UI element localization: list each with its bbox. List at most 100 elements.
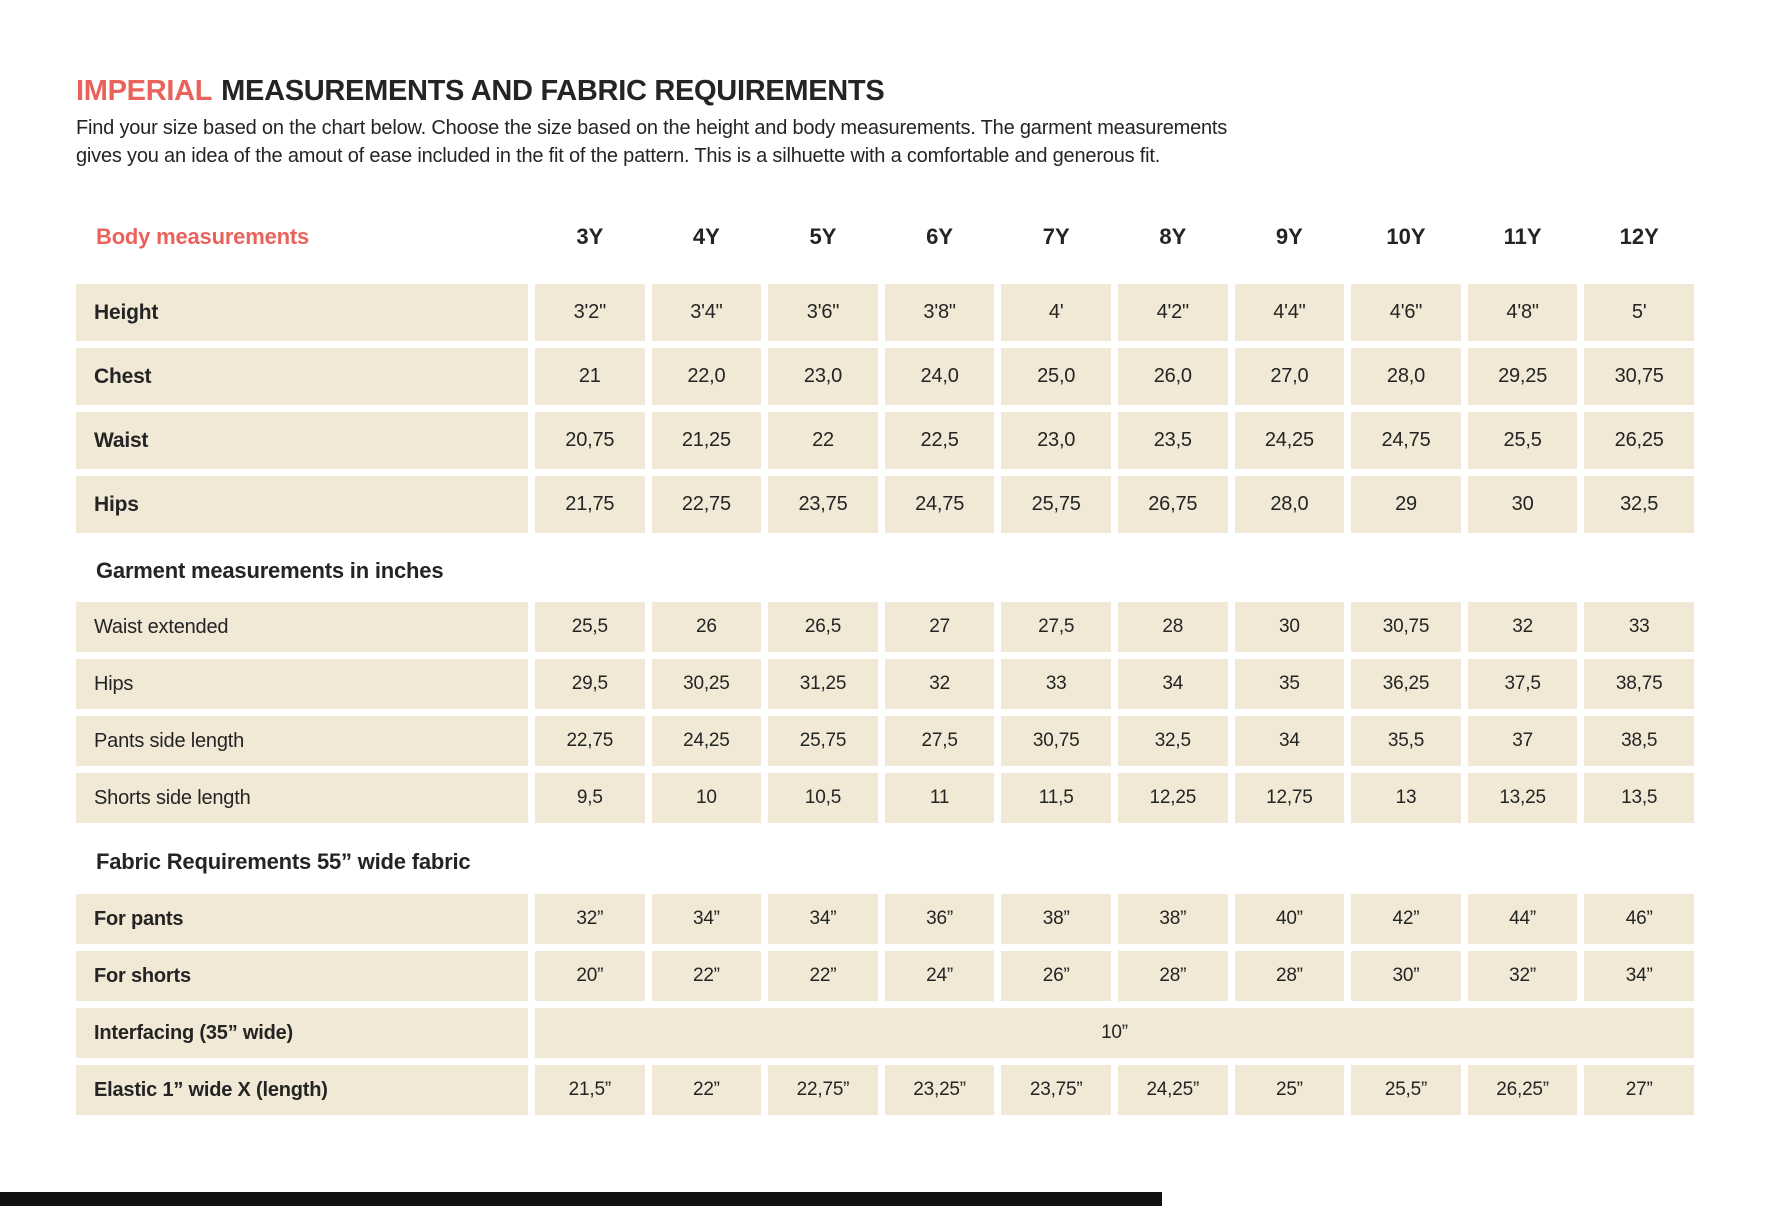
value-cell: 34 [1234, 716, 1345, 766]
value-cell: 28,0 [1234, 476, 1345, 533]
value-cell: 3'6" [768, 284, 878, 341]
table-row: For pants 32” 34” 34” 36” 38” 38” 40” 42” 44” 46” [76, 894, 1694, 944]
value-cell: 27 [884, 602, 995, 652]
table-row: Chest 21 22,0 23,0 24,0 25,0 26,0 27,0 28,0 29,25… [76, 348, 1694, 405]
value-cell: 38,75 [1584, 659, 1694, 709]
value-cell: 4'8" [1467, 284, 1578, 341]
value-cell: 32” [1467, 951, 1578, 1001]
value-cell: 22,0 [651, 348, 762, 405]
table-row: Waist 20,75 21,25 22 22,5 23,0 23,5 24,25 24,75 2… [76, 412, 1694, 469]
value-cell: 24,25 [1234, 412, 1345, 469]
table-row: Hips 29,5 30,25 31,25 32 33 34 35 36,25 37,5 38,75 [76, 659, 1694, 709]
value-cell: 36” [884, 894, 995, 944]
table-row: Hips 21,75 22,75 23,75 24,75 25,75 26,75 28,0 29… [76, 476, 1694, 533]
page-title: IMPERIAL MEASUREMENTS AND FABRIC REQUIREM… [76, 74, 1694, 108]
value-cell: 10 [651, 773, 762, 823]
value-cell: 28,0 [1351, 348, 1461, 405]
value-cell: 20,75 [535, 412, 645, 469]
row-label-cell: Hips [76, 659, 528, 709]
value-cell: 37 [1467, 716, 1578, 766]
row-label-cell: Waist [76, 412, 528, 469]
value-cell: 23,5 [1117, 412, 1228, 469]
span-value-cell: 10” [535, 1008, 1694, 1058]
page-title-rest: MEASUREMENTS AND FABRIC REQUIREMENTS [221, 75, 885, 107]
intro-line-2: gives you an idea of the amout of ease i… [76, 145, 1161, 167]
value-cell: 26,0 [1117, 348, 1228, 405]
value-cell: 29,5 [535, 659, 645, 709]
section-heading: Fabric Requirements 55” wide fabric [96, 849, 471, 874]
table-header-label: Body measurements [96, 224, 310, 249]
value-cell: 3'8" [884, 284, 995, 341]
value-cell: 27,5 [884, 716, 995, 766]
value-cell: 27” [1584, 1065, 1694, 1115]
value-cell: 37,5 [1467, 659, 1578, 709]
table-row: For shorts 20” 22” 22” 24” 26” 28” 28” 30” 32” 34” [76, 951, 1694, 1001]
value-cell: 29,25 [1467, 348, 1578, 405]
value-cell: 11,5 [1001, 773, 1111, 823]
value-cell: 23,75 [768, 476, 878, 533]
value-cell: 30 [1467, 476, 1578, 533]
value-cell: 35 [1234, 659, 1345, 709]
value-cell: 13 [1351, 773, 1461, 823]
value-cell: 26 [651, 602, 762, 652]
row-label-cell: Waist extended [76, 602, 528, 652]
table-row: Pants side length 22,75 24,25 25,75 27,5 30,7… [76, 716, 1694, 766]
value-cell: 3'4" [651, 284, 762, 341]
value-cell: 21 [535, 348, 645, 405]
value-cell: 34” [651, 894, 762, 944]
value-cell: 29 [1351, 476, 1461, 533]
value-cell: 4'4" [1234, 284, 1345, 341]
value-cell: 28” [1117, 951, 1228, 1001]
size-column-header: 11Y [1503, 224, 1542, 249]
value-cell: 30,25 [651, 659, 762, 709]
value-cell: 4' [1001, 284, 1111, 341]
size-column-header: 7Y [1042, 224, 1070, 249]
value-cell: 24” [884, 951, 995, 1001]
value-cell: 25,75 [1001, 476, 1111, 533]
value-cell: 22” [651, 1065, 762, 1115]
value-cell: 30 [1234, 602, 1345, 652]
value-cell: 22 [768, 412, 878, 469]
value-cell: 24,25” [1117, 1065, 1228, 1115]
size-column-header: 9Y [1275, 224, 1303, 249]
value-cell: 22,75 [651, 476, 762, 533]
value-cell: 44” [1467, 894, 1578, 944]
value-cell: 13,5 [1584, 773, 1694, 823]
value-cell: 38” [1117, 894, 1228, 944]
row-label-cell: Shorts side length [76, 773, 528, 823]
value-cell: 36,25 [1351, 659, 1461, 709]
table-row: Shorts side length 9,5 10 10,5 11 11,5 12,25 12… [76, 773, 1694, 823]
row-label-cell: For pants [76, 894, 528, 944]
value-cell: 13,25 [1467, 773, 1578, 823]
value-cell: 30,75 [1001, 716, 1111, 766]
value-cell: 27,5 [1001, 602, 1111, 652]
row-label-cell: For shorts [76, 951, 528, 1001]
value-cell: 5' [1584, 284, 1694, 341]
value-cell: 9,5 [535, 773, 645, 823]
row-label-cell: Elastic 1” wide X (length) [76, 1065, 528, 1115]
value-cell: 46” [1584, 894, 1694, 944]
page-title-accent: IMPERIAL [76, 75, 213, 107]
intro-paragraph: Find your size based on the chart below.… [76, 114, 1694, 170]
value-cell: 22” [651, 951, 762, 1001]
row-label-cell: Interfacing (35” wide) [76, 1008, 528, 1058]
value-cell: 33 [1584, 602, 1694, 652]
table-row: Interfacing (35” wide) 10” [76, 1008, 1694, 1058]
value-cell: 27,0 [1234, 348, 1345, 405]
value-cell: 26” [1001, 951, 1111, 1001]
value-cell: 35,5 [1351, 716, 1461, 766]
value-cell: 34” [1584, 951, 1694, 1001]
value-cell: 33 [1001, 659, 1111, 709]
value-cell: 24,0 [884, 348, 995, 405]
value-cell: 25,0 [1001, 348, 1111, 405]
size-column-header: 12Y [1619, 224, 1659, 249]
size-column-header: 10Y [1386, 224, 1426, 249]
value-cell: 32 [884, 659, 995, 709]
table-header-row: Body measurements 3Y 4Y 5Y 6Y 7Y 8Y 9Y 10Y 11Y 12Y [76, 204, 1694, 254]
row-label-cell: Hips [76, 476, 528, 533]
value-cell: 32 [1467, 602, 1578, 652]
value-cell: 31,25 [768, 659, 878, 709]
table-row: Height 3'2" 3'4" 3'6" 3'8" 4' 4'2" 4'4" 4'6" 4'8"… [76, 284, 1694, 341]
value-cell: 25,5” [1351, 1065, 1461, 1115]
